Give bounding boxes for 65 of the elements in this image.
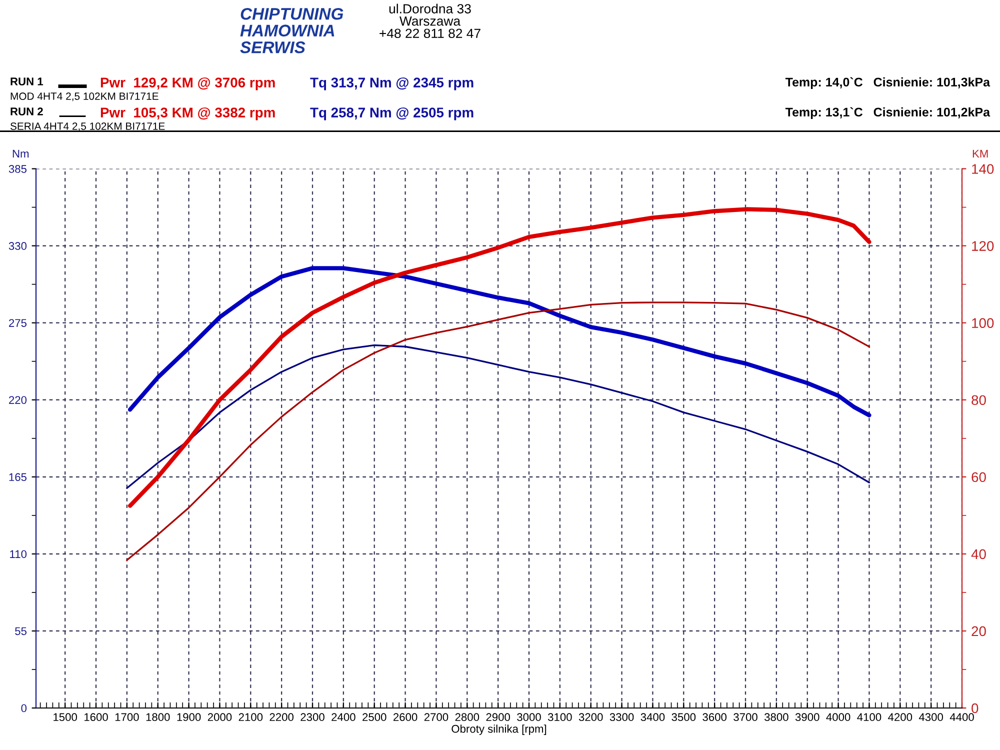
y2-tick-label: 80 [972, 395, 986, 406]
x-axis-title: Obroty silnika [rpm] [452, 724, 546, 735]
y2-tick-label: 120 [972, 241, 994, 251]
x-tick-label: 2300 [300, 713, 324, 722]
x-tick-label: 3100 [548, 713, 572, 722]
text: CHIPTUNING HAMOWNIA SERWIS [240, 8, 344, 54]
text: RUN 1 [10, 78, 44, 86]
x-tick-label: 2700 [424, 713, 448, 722]
x-tick-label: 1700 [115, 713, 139, 722]
y-tick-label: 55 [15, 627, 27, 636]
y-tick-label: 275 [8, 319, 27, 327]
y2-tick-label: 100 [972, 318, 994, 328]
x-tick-label: 1600 [84, 713, 108, 722]
y-tick-label: 220 [8, 396, 27, 404]
x-tick-label: 3300 [610, 713, 634, 722]
x-tick-label: 1900 [177, 713, 201, 722]
text: Pwr 129,2 KM @ 3706 rpm [100, 77, 275, 90]
text: RUN 2 [10, 108, 43, 116]
text: Tq 313,7 Nm @ 2345 rpm [310, 77, 474, 90]
text: Tq 258,7 Nm @ 2505 rpm [310, 107, 474, 120]
x-tick-label: 4300 [918, 713, 943, 722]
y-tick-label: 385 [8, 165, 27, 173]
text: MOD 4HT4 2,5 102KM BI7171E [10, 92, 158, 102]
x-tick-label: 2200 [270, 713, 294, 722]
x-tick-label: 4100 [857, 713, 882, 722]
x-tick-label: 2400 [332, 713, 356, 722]
line-series [126, 302, 870, 561]
line-series [126, 344, 870, 489]
x-tick-label: 3400 [640, 713, 665, 722]
y-tick-label: 110 [10, 550, 27, 558]
line-series [128, 207, 872, 508]
x-tick-label: 2100 [238, 713, 263, 722]
x-tick-label: 3000 [517, 713, 541, 722]
x-tick-label: 2900 [486, 713, 510, 722]
x-tick-label: 3800 [764, 713, 788, 722]
x-tick-label: 4000 [826, 713, 850, 722]
x-tick-label: 1800 [146, 713, 170, 722]
y-tick-label: 0 [21, 704, 27, 712]
x-tick-label: 2500 [362, 713, 386, 722]
text: ul.Dorodna 33 Warszawa +48 22 811 82 47 [380, 4, 480, 38]
x-tick-label: 3700 [734, 713, 758, 722]
x-tick-label: 3200 [578, 713, 603, 722]
y2-tick-label: 40 [971, 549, 986, 560]
text: Temp: 14,0`C Cisnienie: 101,3kPa [785, 77, 990, 90]
x-tick-label: 3600 [702, 713, 726, 722]
y2-axis-title: KM [972, 150, 988, 158]
x-tick-label: 3500 [672, 713, 696, 722]
x-tick-label: 4200 [888, 713, 912, 722]
x-tick-label: 1500 [54, 713, 77, 722]
text: Temp: 13,1`C Cisnienie: 101,2kPa [785, 107, 990, 120]
y2-tick-label: 20 [972, 626, 986, 636]
y2-tick-label: 0 [972, 703, 978, 714]
y-axis-title: Nm [12, 150, 29, 158]
text: SERIA 4HT4 2,5 102KM BI7171E [10, 122, 165, 132]
y-tick-label: 330 [8, 242, 27, 250]
line-series [128, 266, 872, 418]
x-tick-label: 2000 [208, 713, 232, 722]
y2-tick-label: 60 [972, 472, 986, 482]
x-tick-label: 2600 [393, 713, 418, 722]
x-tick-label: 4400 [950, 713, 974, 722]
x-tick-label: 3900 [795, 713, 820, 722]
text: Pwr 105,3 KM @ 3382 rpm [100, 107, 275, 120]
y2-tick-label: 140 [972, 164, 994, 174]
x-tick-label: 2800 [455, 713, 480, 722]
y-tick-label: 165 [9, 473, 27, 482]
